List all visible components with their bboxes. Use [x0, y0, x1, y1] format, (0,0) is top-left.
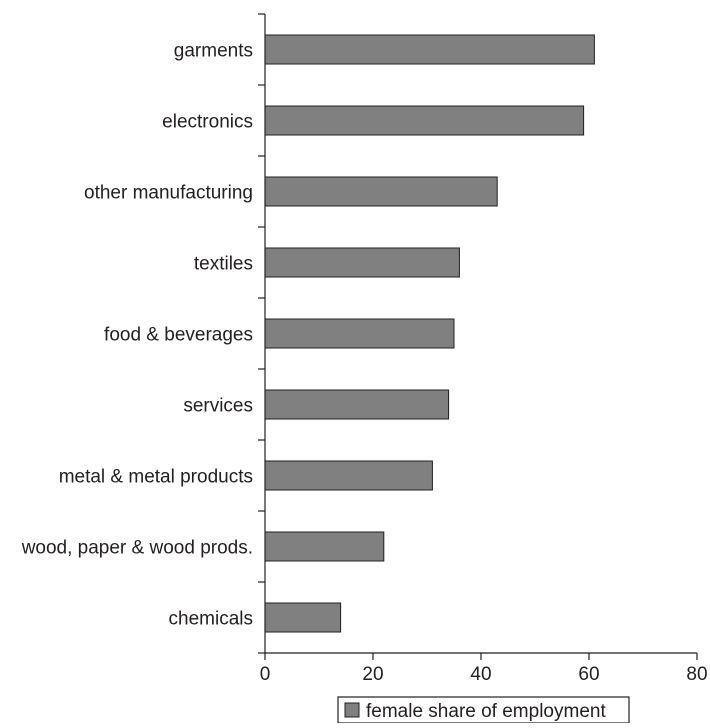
- category-label: electronics: [162, 112, 253, 133]
- bar: [264, 460, 433, 491]
- legend: female share of employment: [337, 696, 630, 724]
- axes-layer: [258, 13, 698, 660]
- category-label: garments: [174, 41, 253, 62]
- bar: [264, 389, 450, 420]
- bar: [264, 34, 595, 65]
- labels-layer: garments electronics other manufacturing te…: [21, 41, 708, 686]
- x-tick-label: 80: [686, 664, 707, 685]
- legend-swatch: [344, 702, 360, 718]
- category-label: metal & metal products: [59, 467, 253, 488]
- bar: [264, 176, 498, 207]
- x-tick-label: 40: [470, 664, 491, 685]
- bar: [264, 531, 385, 562]
- x-tick-label: 20: [362, 664, 383, 685]
- category-label: chemicals: [169, 609, 253, 630]
- x-tick-label: 60: [578, 664, 599, 685]
- category-label: other manufacturing: [84, 183, 253, 204]
- category-label: food & beverages: [104, 325, 253, 346]
- bar: [264, 247, 460, 278]
- category-label: services: [183, 396, 253, 417]
- legend-label: female share of employment: [366, 701, 606, 722]
- bar: [264, 602, 342, 633]
- bars-layer: [264, 34, 595, 633]
- legend-frame: [337, 696, 630, 724]
- category-label: wood, paper & wood prods.: [21, 538, 253, 559]
- bar: [264, 105, 585, 136]
- category-label: textiles: [194, 254, 253, 275]
- bar: [264, 318, 455, 349]
- x-tick-label: 0: [260, 664, 271, 685]
